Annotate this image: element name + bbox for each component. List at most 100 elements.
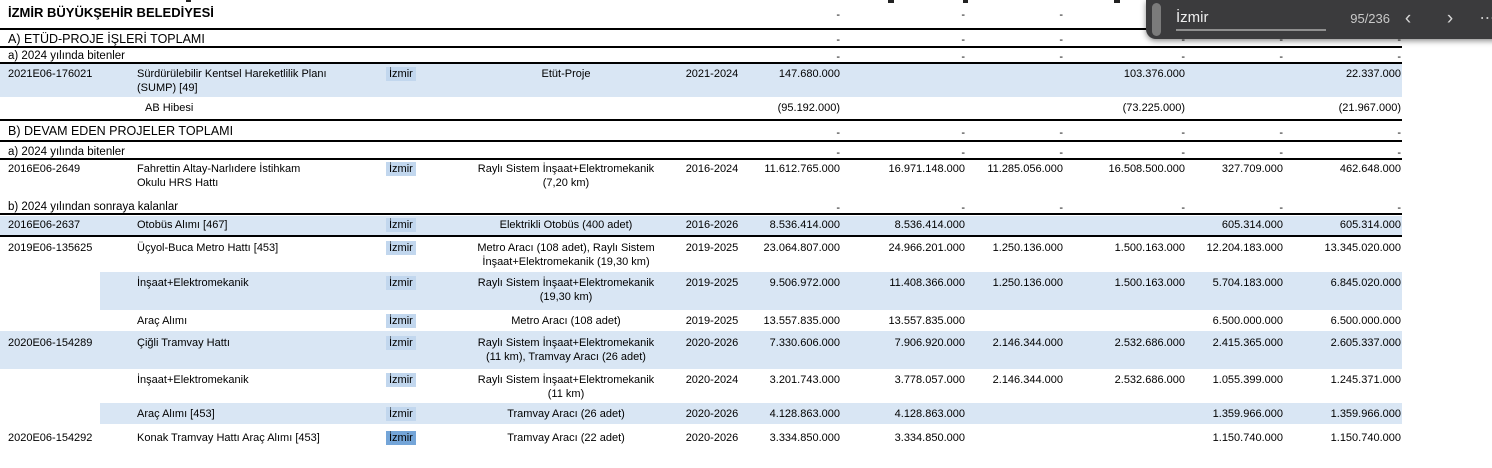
amount-col4-cell: 1.500.163.000 — [1114, 277, 1185, 289]
amount-col1-cell: - — [836, 202, 840, 214]
amount-col6-cell: 605.314.000 — [1339, 219, 1401, 231]
project-name-cell: Sürdürülebilir Kentsel Hareketlilik Plan… — [137, 68, 327, 94]
amount-col1-cell: 11.612.765.000 — [764, 163, 840, 175]
province-cell: İzmir — [386, 241, 456, 255]
amount-col2-cell: 3.334.850.000 — [894, 432, 965, 444]
amount-col5-cell: - — [1279, 202, 1283, 214]
amount-col2-cell: 7.906.920.000 — [894, 337, 965, 349]
amount-col6-cell: 1.245.371.000 — [1330, 374, 1401, 386]
amount-col5-cell: 6.500.000.000 — [1212, 315, 1283, 327]
province-cell: İzmir — [386, 276, 456, 290]
amount-col2-cell: 13.557.835.000 — [888, 315, 965, 327]
component-name-cell: İnşaat+Elektromekanik — [137, 277, 249, 289]
row-highlight-band — [0, 64, 1402, 97]
search-match-highlight: İzmir — [386, 373, 416, 387]
amount-col2-cell: 16.971.148.000 — [888, 163, 965, 175]
project-scope-cell: Metro Aracı (108 adet), Raylı Sistem İnş… — [477, 242, 655, 268]
amount-col1-cell: - — [836, 147, 840, 159]
subsection-row-label: a) 2024 yılında bitenler — [8, 50, 125, 62]
amount-col2-cell: - — [961, 127, 965, 139]
amount-col4-cell: - — [1181, 127, 1185, 139]
search-match-highlight: İzmir — [386, 162, 416, 176]
amount-col5-cell: 605.314.000 — [1221, 219, 1283, 231]
amount-col2-cell: 11.408.366.000 — [889, 277, 965, 289]
amount-col6-cell: - — [1397, 147, 1401, 159]
province-cell: İzmir — [386, 218, 456, 232]
section-row-label: İZMİR BÜYÜKŞEHİR BELEDİYESİ — [8, 5, 214, 20]
amount-col6-cell: - — [1397, 202, 1401, 214]
amount-col4-cell: 2.532.686.000 — [1114, 337, 1185, 349]
search-match-highlight: İzmir — [386, 407, 416, 421]
amount-col1-cell: (95.192.000) — [777, 102, 840, 114]
amount-col1-cell: 3.334.850.000 — [769, 432, 840, 444]
project-scope-cell: Etüt-Proje — [541, 68, 591, 80]
table-rule — [0, 119, 1402, 121]
amount-col4-cell: 16.508.500.000 — [1108, 163, 1185, 175]
table-rule — [0, 62, 1402, 64]
table-rule — [0, 235, 1402, 237]
amount-col6-cell: 462.648.000 — [1339, 163, 1401, 175]
find-bar-drag-handle[interactable] — [1152, 3, 1161, 36]
amount-col3-cell: - — [1059, 34, 1063, 46]
search-match-highlight: İzmir — [386, 336, 416, 350]
amount-col1-cell: 9.506.972.000 — [769, 277, 840, 289]
amount-col4-cell: 103.376.000 — [1123, 68, 1185, 80]
project-id-cell: 2016E06-2649 — [8, 163, 81, 175]
project-name-cell: Otobüs Alımı [467] — [137, 219, 228, 231]
find-bar: İzmir 95/236 ‹ › ⋯ — [1146, 0, 1492, 39]
amount-col5-cell: 327.709.000 — [1221, 163, 1283, 175]
project-scope-cell: Raylı Sistem İnşaat+Elektromekanik (19,3… — [477, 277, 655, 303]
amount-col3-cell: 1.250.136.000 — [992, 242, 1063, 254]
find-overflow-button[interactable]: ⋯ — [1479, 10, 1492, 27]
amount-col3-cell: 1.250.136.000 — [992, 277, 1063, 289]
project-period-cell: 2020-2026 — [685, 432, 739, 444]
amount-col1-cell: 3.201.743.000 — [769, 374, 840, 386]
project-scope-cell: Raylı Sistem İnşaat+Elektromekanik (11 k… — [477, 374, 655, 400]
amount-col2-cell: - — [961, 147, 965, 159]
project-name-cell: Üçyol-Buca Metro Hattı [453] — [137, 242, 279, 254]
amount-col5-cell: 1.150.740.000 — [1212, 432, 1283, 444]
table-rule — [0, 213, 1402, 215]
amount-col1-cell: 7.330.606.000 — [769, 337, 840, 349]
project-scope-cell: Metro Aracı (108 adet) — [511, 315, 621, 327]
amount-col5-cell: - — [1279, 147, 1283, 159]
amount-col1-cell: - — [836, 9, 840, 21]
find-input[interactable]: İzmir — [1176, 6, 1326, 31]
project-scope-cell: Tramvay Aracı (22 adet) — [507, 432, 625, 444]
row-highlight-band — [100, 272, 1402, 310]
amount-col1-cell: 4.128.863.000 — [769, 408, 840, 420]
amount-col4-cell: 2.532.686.000 — [1114, 374, 1185, 386]
find-previous-button[interactable]: ‹ — [1404, 8, 1412, 29]
province-cell: İzmir — [386, 67, 456, 81]
section-row-label: A) ETÜD-PROJE İŞLERİ TOPLAMI — [8, 32, 205, 46]
funding-source-cell: AB Hibesi — [145, 102, 194, 114]
row-highlight-band — [0, 331, 1402, 369]
project-period-cell: 2020-2026 — [685, 408, 739, 420]
amount-col6-cell: 13.345.020.000 — [1324, 242, 1401, 254]
amount-col2-cell: - — [961, 202, 965, 214]
clipped-glyph-fragment — [1114, 0, 1120, 3]
table-rule — [0, 158, 1402, 160]
amount-col6-cell: 22.337.000 — [1345, 68, 1401, 80]
clipped-glyph-fragment — [186, 0, 191, 2]
amount-col5-cell: - — [1279, 127, 1283, 139]
project-period-cell: 2016-2024 — [685, 163, 739, 175]
amount-col3-cell: 11.285.056.000 — [987, 163, 1063, 175]
find-next-button[interactable]: › — [1446, 8, 1454, 29]
project-name-cell: Çiğli Tramvay Hattı — [137, 337, 230, 349]
province-cell: İzmir — [386, 336, 456, 350]
project-id-cell: 2016E06-2637 — [8, 219, 81, 231]
amount-col3-cell: - — [1059, 147, 1063, 159]
amount-col2-cell: 4.128.863.000 — [894, 408, 965, 420]
section-row-label: B) DEVAM EDEN PROJELER TOPLAMI — [8, 124, 234, 138]
subsection-row-label: a) 2024 yılında bitenler — [8, 146, 125, 158]
project-name-cell: Fahrettin Altay-Narlıdere İstihkam Okulu… — [137, 163, 301, 189]
amount-col1-cell: 13.557.835.000 — [763, 315, 840, 327]
project-period-cell: 2019-2025 — [685, 315, 739, 327]
row-highlight-band — [0, 216, 1402, 236]
amount-col3-cell: 2.146.344.000 — [992, 374, 1063, 386]
search-match-highlight: İzmir — [386, 218, 416, 232]
amount-col3-cell: - — [1059, 127, 1063, 139]
province-cell: İzmir — [386, 162, 456, 176]
